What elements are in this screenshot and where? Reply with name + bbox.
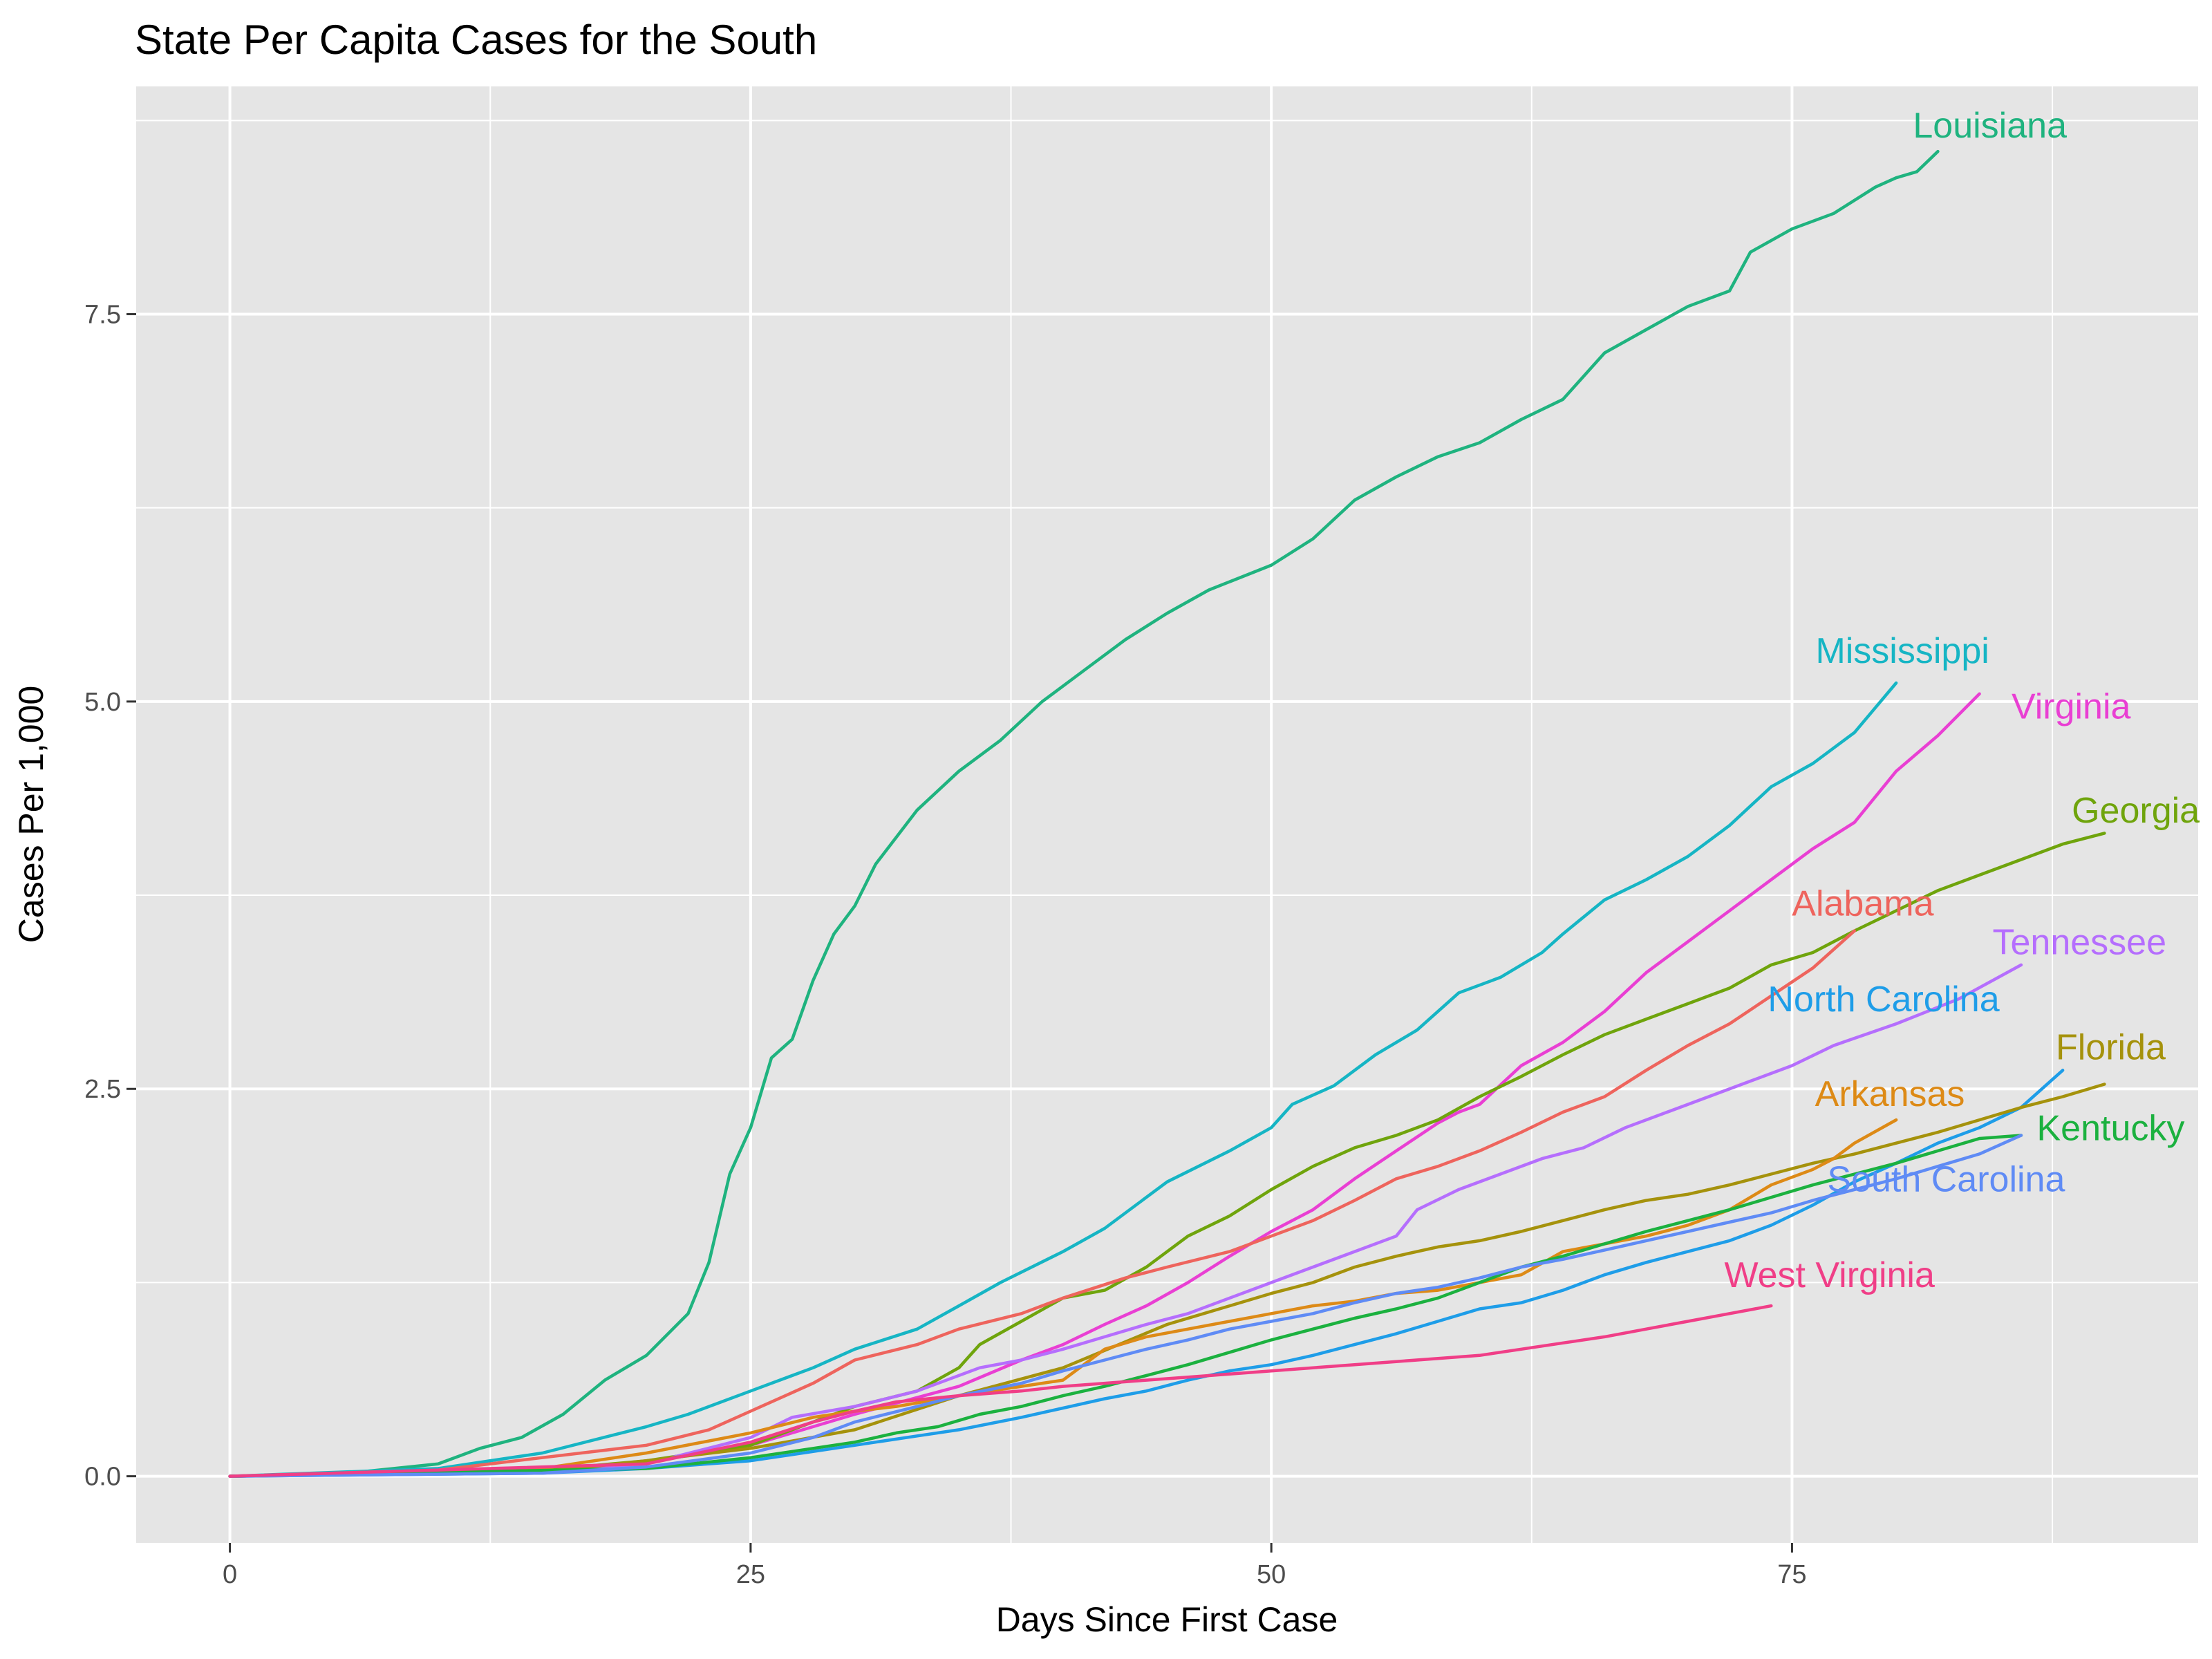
series-label-west-virginia: West Virginia xyxy=(1724,1255,1935,1295)
series-label-south-carolina: South Carolina xyxy=(1827,1159,2065,1199)
series-line-mississippi xyxy=(228,681,1898,1478)
minor-gridlines xyxy=(136,86,2198,1543)
series-label-florida: Florida xyxy=(2056,1028,2166,1068)
series-lines xyxy=(228,149,2106,1478)
chart-title: State Per Capita Cases for the South xyxy=(135,17,817,63)
y-axis-title: Cases Per 1,000 xyxy=(12,686,50,943)
series-label-tennessee: Tennessee xyxy=(1992,922,2166,962)
major-gridlines xyxy=(136,86,2198,1543)
series-line-georgia xyxy=(228,832,2106,1478)
x-tick-label: 0 xyxy=(223,1560,237,1589)
x-axis-title: Days Since First Case xyxy=(996,1600,1338,1639)
x-axis: 0 25 50 75 xyxy=(223,1543,1807,1589)
series-label-georgia: Georgia xyxy=(2072,791,2200,831)
y-tick-label: 0.0 xyxy=(84,1463,121,1492)
series-line-alabama xyxy=(228,929,1857,1478)
series-label-north-carolina: North Carolina xyxy=(1768,980,1999,1020)
x-tick-label: 50 xyxy=(1257,1560,1286,1589)
series-label-kentucky: Kentucky xyxy=(2037,1108,2185,1148)
series-label-mississippi: Mississippi xyxy=(1815,631,1989,671)
series-labels: Louisiana Mississippi Virginia Georgia Alaba… xyxy=(1724,106,2200,1295)
series-line-west-virginia xyxy=(228,1304,1773,1478)
series-line-kentucky xyxy=(228,1134,2023,1478)
plot-panel xyxy=(136,86,2198,1543)
series-label-alabama: Alabama xyxy=(1792,883,1933,924)
x-tick-label: 25 xyxy=(736,1560,765,1589)
y-tick-label: 2.5 xyxy=(84,1075,121,1104)
series-line-south-carolina xyxy=(228,1134,2023,1478)
series-label-louisiana: Louisiana xyxy=(1913,106,2067,146)
y-axis: 0.0 2.5 5.0 7.5 xyxy=(84,300,136,1492)
y-tick-label: 7.5 xyxy=(84,300,121,329)
series-label-virginia: Virginia xyxy=(2012,687,2131,727)
series-label-arkansas: Arkansas xyxy=(1815,1074,1965,1114)
series-line-louisiana xyxy=(228,149,1940,1478)
x-tick-label: 75 xyxy=(1777,1560,1806,1589)
y-tick-label: 5.0 xyxy=(84,688,121,717)
series-line-tennessee xyxy=(228,963,2023,1478)
series-line-virginia xyxy=(228,692,1981,1478)
